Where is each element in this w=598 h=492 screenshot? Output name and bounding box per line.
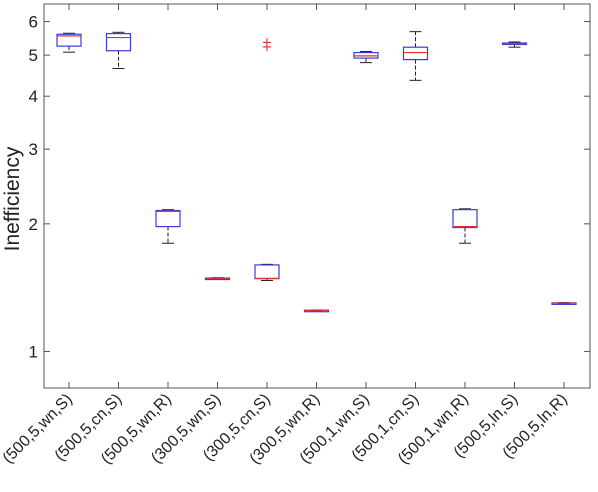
outlier-marker: + [262, 36, 273, 51]
y-tick-label: 5 [29, 46, 38, 65]
y-tick-label: 1 [29, 342, 38, 361]
y-tick-label: 4 [29, 87, 38, 106]
y-tick-label: 6 [29, 13, 38, 32]
plot-area: 123456(500,5,wn,S)(500,5,cn,S)(500,5,wn,… [0, 3, 591, 468]
y-tick-label: 2 [29, 215, 38, 234]
box [56, 33, 82, 47]
box [254, 264, 280, 280]
y-axis-label: Inefficiency [1, 146, 24, 251]
plot-frame [43, 3, 591, 389]
y-tick-label: 3 [29, 140, 38, 159]
box [402, 46, 429, 61]
box [105, 32, 132, 52]
outlier-marker: + [262, 40, 273, 55]
box [452, 209, 478, 229]
box [155, 209, 181, 228]
